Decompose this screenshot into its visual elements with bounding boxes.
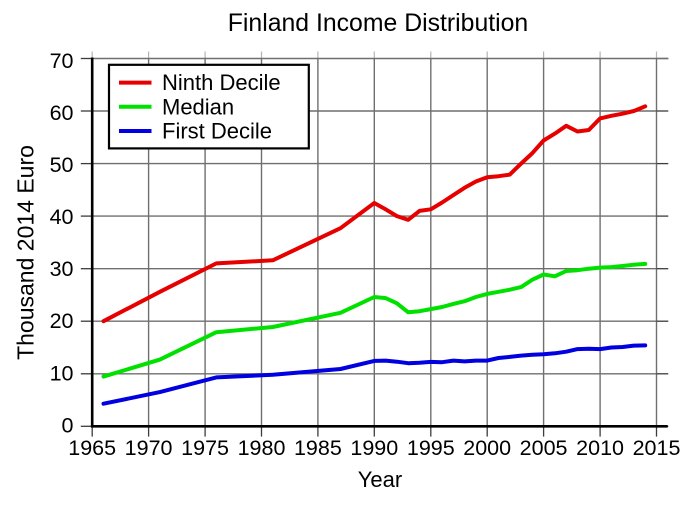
svg-text:Year: Year — [358, 467, 402, 492]
svg-text:0: 0 — [62, 413, 74, 437]
svg-text:2010: 2010 — [576, 436, 624, 460]
svg-text:1995: 1995 — [407, 436, 455, 460]
svg-text:70: 70 — [50, 49, 74, 73]
svg-text:2005: 2005 — [520, 436, 568, 460]
svg-text:Thousand 2014 Euro: Thousand 2014 Euro — [12, 145, 38, 360]
svg-text:1985: 1985 — [294, 436, 342, 460]
svg-text:60: 60 — [50, 101, 74, 125]
svg-text:Ninth Decile: Ninth Decile — [162, 70, 281, 95]
svg-text:1975: 1975 — [181, 436, 229, 460]
svg-text:2000: 2000 — [463, 436, 511, 460]
svg-text:50: 50 — [50, 153, 74, 177]
svg-text:1965: 1965 — [68, 436, 116, 460]
svg-text:First Decile: First Decile — [162, 119, 272, 144]
svg-text:20: 20 — [50, 309, 74, 333]
svg-text:1970: 1970 — [125, 436, 173, 460]
svg-text:1990: 1990 — [350, 436, 398, 460]
svg-text:Finland Income Distribution: Finland Income Distribution — [228, 10, 528, 37]
svg-text:30: 30 — [50, 257, 74, 281]
svg-text:1980: 1980 — [238, 436, 286, 460]
svg-text:10: 10 — [50, 361, 74, 385]
svg-text:2015: 2015 — [633, 436, 681, 460]
svg-text:40: 40 — [50, 205, 74, 229]
svg-text:Median: Median — [162, 94, 234, 119]
